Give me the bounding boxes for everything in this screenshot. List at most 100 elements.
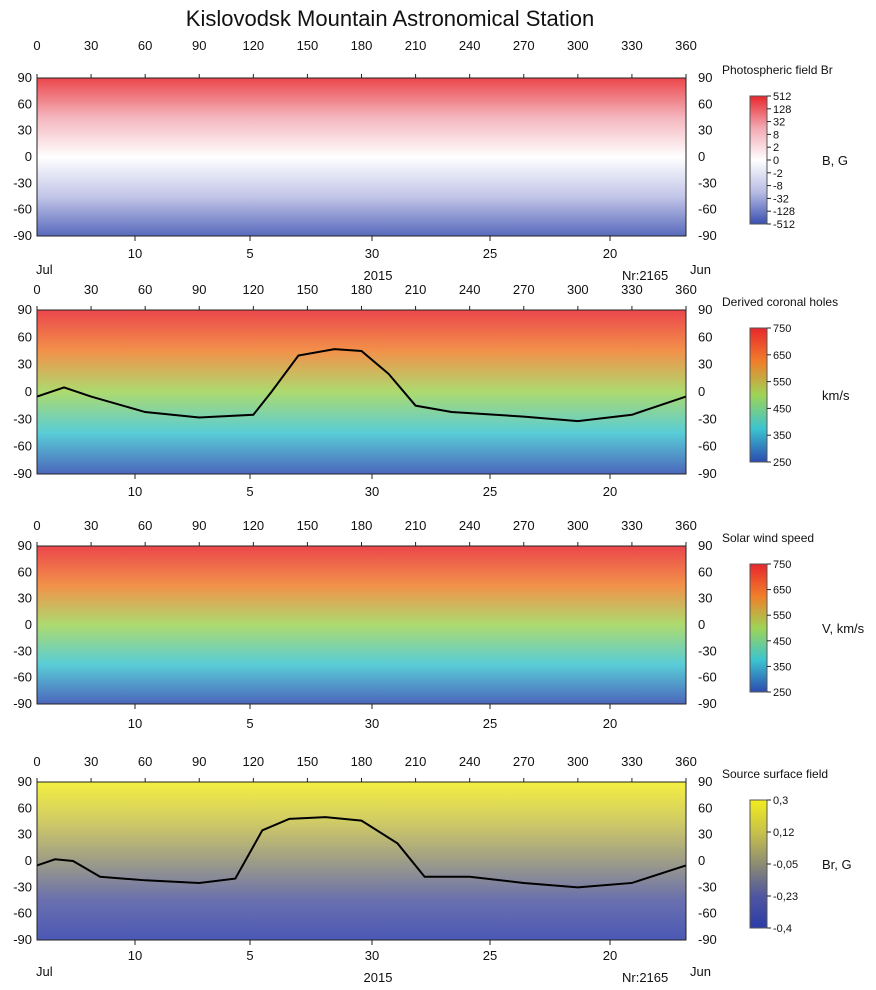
latitude-tick-label-right: -60	[698, 439, 717, 454]
panel-title: Derived coronal holes	[722, 295, 838, 309]
colorbar-tick-label: -0,05	[773, 859, 798, 871]
colorbar-tick-label: 750	[773, 559, 791, 571]
date-end-label: Jun	[690, 262, 711, 277]
date-tick-label: 10	[128, 716, 142, 731]
date-tick-label: 30	[365, 246, 379, 261]
latitude-tick-label-left: 0	[25, 617, 32, 632]
date-tick-label: 20	[603, 246, 617, 261]
latitude-tick-label-right: 0	[698, 853, 705, 868]
colorbar	[749, 327, 768, 463]
longitude-tick-label: 240	[459, 282, 481, 297]
colorbar-tick-label: -512	[773, 219, 795, 231]
colorbar-tick-label: 450	[773, 403, 791, 415]
latitude-tick-label-right: -90	[698, 466, 717, 481]
latitude-tick-label-left: 0	[25, 853, 32, 868]
longitude-tick-label: 60	[138, 38, 152, 53]
colorbar-tick-label: 128	[773, 104, 791, 116]
colorbar	[749, 799, 768, 929]
page-title: Kislovodsk Mountain Astronomical Station	[185, 6, 595, 31]
map-3	[37, 546, 686, 704]
longitude-tick-label: 0	[33, 518, 40, 533]
latitude-tick-label-left: 60	[18, 96, 32, 111]
map-2	[37, 310, 686, 474]
longitude-tick-label: 330	[621, 282, 643, 297]
longitude-tick-label: 180	[351, 282, 373, 297]
colorbar-tick-label: 0	[773, 155, 779, 167]
longitude-tick-label: 150	[297, 38, 319, 53]
colorbar-tick-label: 0,3	[773, 795, 788, 807]
latitude-tick-label-left: 60	[18, 564, 32, 579]
latitude-tick-label-left: 60	[18, 329, 32, 344]
colorbar-tick-label: 450	[773, 636, 791, 648]
longitude-tick-label: 330	[621, 754, 643, 769]
longitude-tick-label: 60	[138, 282, 152, 297]
longitude-tick-label: 330	[621, 38, 643, 53]
date-start-label: Jul	[36, 964, 53, 979]
colorbar-tick-label: -32	[773, 193, 789, 205]
longitude-tick-label: 210	[405, 518, 427, 533]
longitude-tick-label: 210	[405, 38, 427, 53]
latitude-tick-label-right: -30	[698, 175, 717, 190]
longitude-tick-label: 120	[242, 38, 264, 53]
longitude-tick-label: 300	[567, 754, 589, 769]
latitude-tick-label-right: -60	[698, 670, 717, 685]
panel-title: Solar wind speed	[722, 531, 814, 545]
latitude-tick-label-left: 90	[18, 70, 32, 85]
latitude-tick-label-right: -30	[698, 411, 717, 426]
latitude-tick-label-right: 90	[698, 774, 712, 789]
colorbar-unit: km/s	[822, 388, 850, 403]
date-tick-label: 25	[483, 246, 497, 261]
longitude-tick-label: 240	[459, 518, 481, 533]
date-tick-label: 5	[246, 716, 253, 731]
latitude-tick-label-left: -30	[13, 643, 32, 658]
colorbar-tick-label: 550	[773, 377, 791, 389]
longitude-tick-label: 270	[513, 518, 535, 533]
latitude-tick-label-right: -60	[698, 202, 717, 217]
date-tick-label: 20	[603, 948, 617, 963]
latitude-tick-label-left: -60	[13, 439, 32, 454]
colorbar-unit: Br, G	[822, 857, 852, 872]
longitude-tick-label: 300	[567, 518, 589, 533]
longitude-tick-label: 120	[242, 282, 264, 297]
year-label: 2015	[364, 970, 393, 985]
longitude-tick-label: 360	[675, 38, 697, 53]
longitude-tick-label: 90	[192, 754, 206, 769]
latitude-tick-label-left: 30	[18, 827, 32, 842]
latitude-tick-label-right: 30	[698, 591, 712, 606]
date-tick-label: 5	[246, 948, 253, 963]
latitude-tick-label-left: -60	[13, 202, 32, 217]
rotation-label: Nr:2165	[622, 268, 668, 283]
latitude-tick-label-right: -30	[698, 643, 717, 658]
latitude-tick-label-right: 30	[698, 357, 712, 372]
latitude-tick-label-left: 30	[18, 357, 32, 372]
colorbar-tick-label: 350	[773, 430, 791, 442]
latitude-tick-label-left: 90	[18, 774, 32, 789]
date-start-label: Jul	[36, 262, 53, 277]
map-1	[37, 78, 686, 236]
longitude-tick-label: 270	[513, 282, 535, 297]
longitude-tick-label: 150	[297, 754, 319, 769]
colorbar-tick-label: -0,4	[773, 923, 792, 935]
latitude-tick-label-left: 90	[18, 302, 32, 317]
date-tick-label: 5	[246, 246, 253, 261]
colorbar-unit: V, km/s	[822, 621, 865, 636]
longitude-tick-label: 30	[84, 282, 98, 297]
latitude-tick-label-right: 60	[698, 564, 712, 579]
longitude-tick-label: 150	[297, 518, 319, 533]
colorbar-tick-label: -0,23	[773, 891, 798, 903]
panel-title: Photospheric field Br	[722, 63, 833, 77]
colorbar-tick-label: -128	[773, 206, 795, 218]
latitude-tick-label-right: -90	[698, 932, 717, 947]
longitude-tick-label: 180	[351, 754, 373, 769]
colorbar-tick-label: 2	[773, 142, 779, 154]
longitude-tick-label: 120	[242, 754, 264, 769]
colorbar-tick-label: 650	[773, 350, 791, 362]
latitude-tick-label-right: -60	[698, 906, 717, 921]
latitude-tick-label-left: -30	[13, 879, 32, 894]
longitude-tick-label: 30	[84, 518, 98, 533]
longitude-tick-label: 360	[675, 754, 697, 769]
latitude-tick-label-right: 30	[698, 123, 712, 138]
latitude-tick-label-left: 90	[18, 538, 32, 553]
colorbar-tick-label: 250	[773, 687, 791, 699]
